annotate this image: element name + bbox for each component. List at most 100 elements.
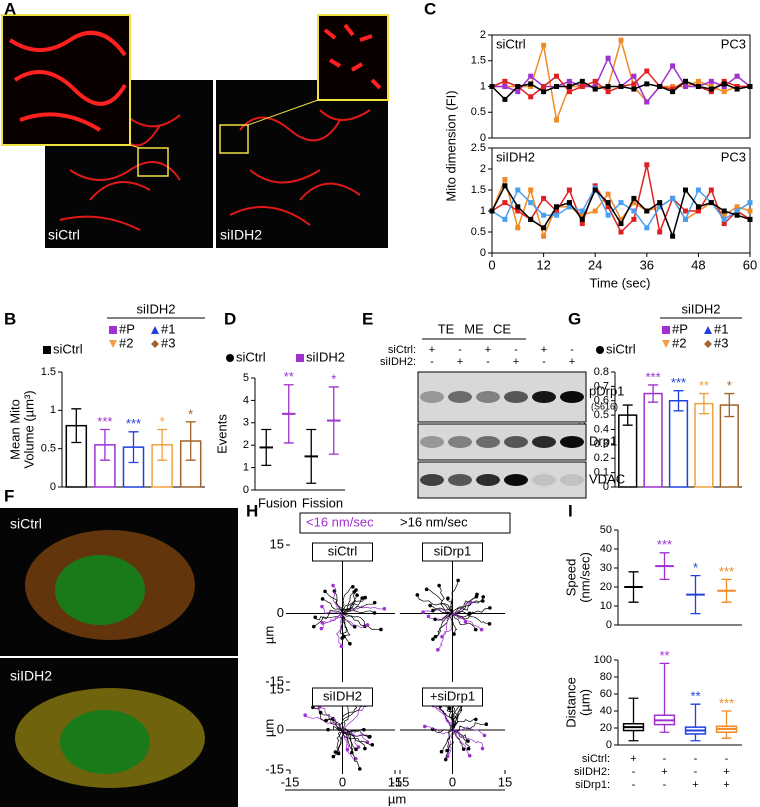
y-tick-label: 1.5 — [471, 184, 486, 196]
y-tick-label: 0 — [606, 739, 612, 751]
track-end — [348, 641, 352, 646]
y-tick-label: 1 — [480, 205, 486, 217]
y-tick-label: 0.5 — [471, 106, 486, 118]
data-point — [502, 216, 508, 222]
data-point — [541, 225, 547, 231]
y-tick-label: 40 — [600, 705, 612, 717]
data-point — [515, 204, 521, 210]
blot-band — [504, 391, 528, 403]
track-end — [323, 589, 327, 594]
data-point — [708, 84, 714, 89]
panel-title: siIDH2 — [496, 149, 535, 164]
track — [449, 613, 458, 635]
data-point — [579, 84, 585, 89]
track-end — [439, 749, 444, 754]
x-tick-label: Fission — [302, 495, 343, 510]
data-point — [695, 78, 701, 84]
error-bar — [724, 392, 735, 418]
lane-sign: - — [514, 344, 518, 356]
data-point — [515, 187, 521, 193]
panel-label: A — [4, 0, 16, 18]
track-end — [487, 622, 492, 626]
track — [304, 715, 343, 731]
annotation: PC3 — [721, 36, 746, 51]
row-label: siCtrl: — [388, 344, 416, 356]
condition-sign: - — [663, 779, 667, 791]
condition-sign: - — [725, 753, 729, 765]
panel-label: C — [424, 0, 436, 18]
track-end — [474, 717, 478, 722]
track — [342, 605, 385, 614]
lane-sign: - — [486, 356, 490, 368]
image-caption: siCtrl — [48, 227, 80, 243]
blot-band — [448, 474, 472, 486]
data-point — [592, 84, 598, 89]
legend-marker — [296, 354, 304, 362]
track — [342, 729, 368, 743]
track — [437, 613, 453, 651]
track — [321, 606, 343, 615]
lane-sign: + — [541, 344, 547, 356]
y-tick-label: 0 — [243, 484, 249, 496]
data-point — [489, 84, 495, 89]
track — [447, 729, 453, 757]
track — [452, 613, 477, 630]
track-end — [333, 750, 338, 754]
data-point — [734, 84, 740, 89]
lane-sign: + — [429, 344, 435, 356]
blot-band — [560, 391, 584, 403]
significance: * — [331, 371, 336, 386]
track — [342, 613, 348, 637]
y-tick-label: 0.5 — [594, 409, 609, 421]
track — [333, 729, 345, 757]
error-bar — [306, 428, 317, 484]
data-point — [657, 200, 663, 206]
legend-marker — [226, 354, 234, 362]
error-bar — [721, 578, 732, 603]
data-point — [657, 204, 663, 210]
y-tick-label: 0.8 — [594, 366, 609, 378]
track — [322, 598, 343, 614]
data-point — [579, 212, 585, 218]
track — [446, 704, 454, 731]
significance: ** — [659, 648, 669, 663]
panel-label: H — [246, 501, 258, 520]
track-end — [482, 733, 487, 738]
track — [342, 729, 371, 738]
data-point — [683, 78, 688, 84]
whisker — [628, 697, 639, 742]
data-point — [502, 96, 508, 102]
axis-label: Time (sec) — [590, 275, 651, 290]
legend-marker — [596, 346, 604, 354]
label-box — [422, 542, 483, 562]
track — [324, 591, 343, 614]
condition-sign: + — [661, 766, 667, 778]
data-point — [670, 63, 676, 69]
axis-label: µm — [261, 626, 276, 644]
blot-band — [560, 436, 584, 448]
y-tick-label: 3 — [243, 417, 249, 429]
legend-entry: siIDH2 — [306, 349, 345, 364]
legend-entry: #3 — [714, 335, 728, 350]
track — [450, 580, 459, 614]
data-point — [683, 84, 688, 89]
legend-marker — [43, 346, 51, 354]
y-tick-label: 80 — [600, 671, 612, 683]
condition-sign: + — [630, 753, 636, 765]
y-tick-label: 50 — [600, 524, 612, 536]
track — [424, 726, 453, 735]
data-point — [592, 187, 598, 193]
data-point — [708, 187, 714, 193]
data-point — [631, 195, 637, 201]
condition-sign: - — [694, 753, 698, 765]
significance: *** — [671, 375, 686, 390]
y-tick-label: 0.2 — [594, 452, 609, 464]
condition-label: siIDH2: — [574, 766, 610, 778]
y-tick-label: 0.5 — [471, 226, 486, 238]
track — [428, 613, 453, 622]
track — [452, 600, 483, 616]
data-point — [734, 208, 740, 214]
legend-title: siIDH2 — [681, 301, 720, 316]
image-caption: siIDH2 — [10, 668, 52, 684]
legend-entry: #3 — [161, 335, 175, 350]
